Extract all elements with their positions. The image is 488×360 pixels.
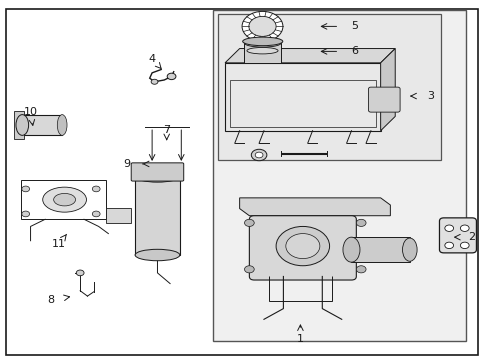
Circle shape xyxy=(444,242,453,249)
Circle shape xyxy=(244,219,254,226)
Circle shape xyxy=(285,234,319,258)
Ellipse shape xyxy=(16,114,29,135)
FancyBboxPatch shape xyxy=(249,216,356,280)
Circle shape xyxy=(444,225,453,231)
Circle shape xyxy=(356,266,366,273)
FancyBboxPatch shape xyxy=(224,63,380,131)
Circle shape xyxy=(244,266,254,273)
Circle shape xyxy=(459,242,468,249)
Bar xyxy=(217,14,441,160)
FancyBboxPatch shape xyxy=(368,87,399,112)
Text: 8: 8 xyxy=(47,295,54,305)
Bar xyxy=(106,208,131,223)
Circle shape xyxy=(459,225,468,231)
Polygon shape xyxy=(239,198,389,216)
Circle shape xyxy=(255,152,263,158)
Circle shape xyxy=(22,211,30,217)
Circle shape xyxy=(76,270,84,276)
Ellipse shape xyxy=(42,187,86,212)
Circle shape xyxy=(167,73,176,80)
Text: 4: 4 xyxy=(148,54,155,64)
Bar xyxy=(21,180,106,219)
FancyBboxPatch shape xyxy=(439,218,475,253)
Circle shape xyxy=(251,149,266,161)
Text: 9: 9 xyxy=(123,159,130,169)
Text: 3: 3 xyxy=(426,91,433,101)
Ellipse shape xyxy=(244,39,281,47)
FancyBboxPatch shape xyxy=(131,163,183,181)
Ellipse shape xyxy=(246,40,278,47)
Polygon shape xyxy=(380,49,394,131)
Circle shape xyxy=(242,12,283,41)
Text: 5: 5 xyxy=(351,21,358,31)
Text: 10: 10 xyxy=(23,107,38,117)
Bar xyxy=(351,237,409,262)
Circle shape xyxy=(22,186,30,192)
Ellipse shape xyxy=(57,114,67,135)
Circle shape xyxy=(151,79,158,84)
Bar xyxy=(14,111,24,139)
Ellipse shape xyxy=(242,37,282,46)
Bar xyxy=(212,10,465,341)
Ellipse shape xyxy=(246,48,278,54)
Ellipse shape xyxy=(342,237,359,262)
Text: 7: 7 xyxy=(163,125,170,135)
Ellipse shape xyxy=(402,238,416,261)
Text: 6: 6 xyxy=(351,46,358,57)
Text: 2: 2 xyxy=(467,232,474,242)
Circle shape xyxy=(356,219,366,226)
Circle shape xyxy=(248,17,276,36)
Ellipse shape xyxy=(246,55,278,61)
Ellipse shape xyxy=(135,249,180,261)
Text: 1: 1 xyxy=(296,334,304,344)
Circle shape xyxy=(92,186,100,192)
Bar xyxy=(244,43,281,63)
Polygon shape xyxy=(224,49,394,63)
Circle shape xyxy=(92,211,100,217)
Ellipse shape xyxy=(54,193,75,206)
Bar xyxy=(22,114,62,135)
Bar xyxy=(135,176,180,255)
Text: 11: 11 xyxy=(52,239,65,249)
Circle shape xyxy=(276,226,329,266)
Ellipse shape xyxy=(135,171,180,182)
Bar xyxy=(229,80,375,127)
